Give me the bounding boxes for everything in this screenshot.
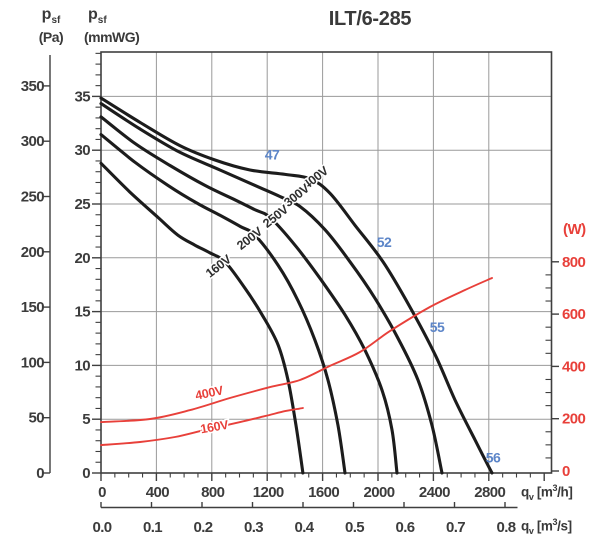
mmwg-tick-label: 10 <box>75 357 91 374</box>
m3s-tick-label: 0.1 <box>143 519 162 536</box>
watt-axis-title: (W) <box>563 221 586 238</box>
mmwg-tick-label: 0 <box>82 465 90 482</box>
curve-160V-power <box>100 407 304 447</box>
m3s-tick-label: 0.7 <box>446 519 465 536</box>
m3h-tick-label: 1200 <box>253 484 284 501</box>
m3s-tick-label: 0.5 <box>345 519 364 536</box>
m3h-tick-label: 2400 <box>419 484 450 501</box>
m3h-tick-label: 1600 <box>308 484 339 501</box>
pa-axis-symbol: psf <box>41 6 61 27</box>
mmwg-axis-symbol: psf <box>88 6 107 27</box>
pa-tick-label: 350 <box>21 78 44 95</box>
m3s-tick-label: 0.2 <box>193 519 212 536</box>
mmwg-tick-label: 30 <box>75 142 91 159</box>
watt-tick-label: 0 <box>562 463 570 480</box>
watt-tick-label: 600 <box>562 306 585 323</box>
pa-tick-label: 0 <box>36 465 44 482</box>
watt-tick-label: 200 <box>562 411 585 428</box>
pa-axis-unit: (Pa) <box>38 29 64 46</box>
curve-label-160V-power: 160V <box>199 418 230 437</box>
mmwg-tick-label: 5 <box>82 411 90 428</box>
m3h-tick-label: 400 <box>146 484 169 501</box>
sound-level-55: 55 <box>430 319 445 335</box>
mmwg-tick-label: 15 <box>75 304 91 321</box>
pa-tick-label: 50 <box>29 410 45 427</box>
m3h-tick-label: 2000 <box>364 484 395 501</box>
m3s-tick-label: 0.4 <box>294 519 314 536</box>
mmwg-axis-title: psf (mmWG) <box>84 6 164 46</box>
curve-400V <box>99 96 494 475</box>
watt-tick-label: 800 <box>562 254 585 271</box>
m3s-axis-unit: qv [m3/s] <box>521 517 572 537</box>
curve-160V <box>99 161 305 475</box>
m3h-tick-label: 0 <box>98 484 106 501</box>
curve-400V-power <box>100 277 493 424</box>
curve-label-200V: 200V <box>234 224 265 253</box>
m3h-tick-label: 800 <box>201 484 224 501</box>
mmwg-tick-label: 35 <box>75 88 91 105</box>
sound-level-47: 47 <box>265 147 280 163</box>
m3s-tick-label: 0.0 <box>92 519 111 536</box>
chart-title: ILT/6-285 <box>328 8 412 30</box>
m3s-tick-label: 0.8 <box>496 519 515 536</box>
pa-axis-title: psf (Pa) <box>28 6 74 46</box>
pa-tick-label: 200 <box>21 244 44 261</box>
watt-tick-label: 400 <box>562 358 585 375</box>
pa-tick-label: 300 <box>21 133 44 150</box>
pa-tick-label: 150 <box>21 299 44 316</box>
plot-frame <box>100 51 553 474</box>
mmwg-tick-label: 20 <box>75 250 91 267</box>
m3h-tick-label: 2800 <box>474 484 505 501</box>
mmwg-tick-label: 25 <box>75 196 91 213</box>
curve-300V <box>99 102 444 475</box>
curve-label-160V: 160V <box>203 252 234 281</box>
pa-tick-label: 250 <box>21 189 44 206</box>
curve-250V <box>99 115 399 475</box>
curve-200V <box>99 133 347 475</box>
sound-level-56: 56 <box>486 450 501 466</box>
pa-tick-label: 100 <box>21 354 44 371</box>
mmwg-axis-unit: (mmWG) <box>84 29 140 46</box>
m3h-axis-unit: qv [m3/h] <box>521 483 573 503</box>
sound-level-52: 52 <box>377 234 392 250</box>
m3s-tick-label: 0.6 <box>395 519 414 536</box>
m3s-tick-label: 0.3 <box>244 519 263 536</box>
